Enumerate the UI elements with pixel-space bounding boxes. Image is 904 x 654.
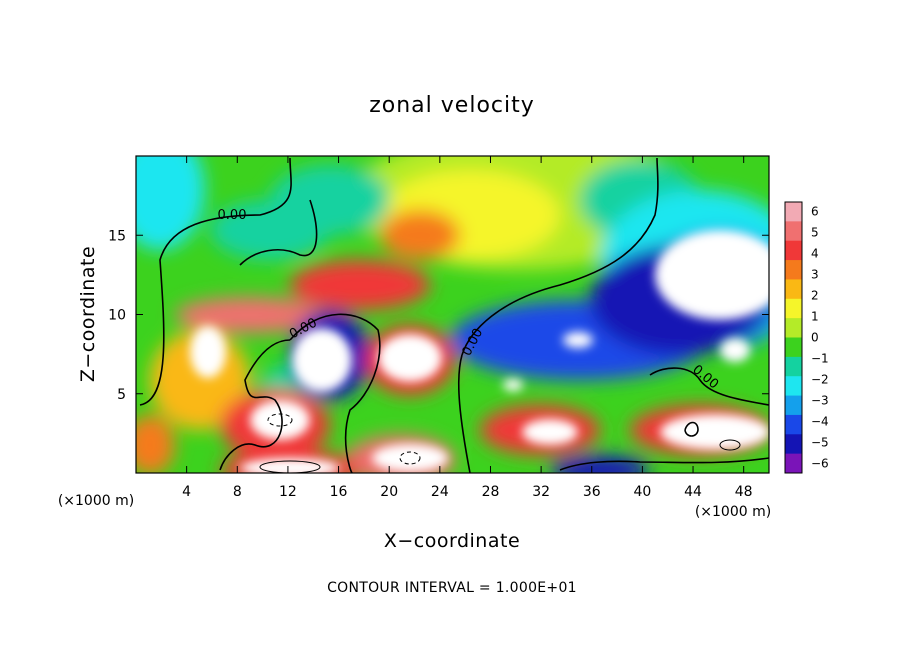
colorbar-swatch	[785, 318, 802, 338]
colorbar-swatch	[785, 453, 802, 474]
y-tick-label: 10	[108, 308, 126, 324]
colorbar-tick-label: 5	[811, 226, 819, 240]
colorbar-tick-label: 3	[811, 268, 819, 282]
colorbar-swatch	[785, 356, 802, 377]
colorbar-frame	[784, 201, 803, 474]
colorbar-legend: 6 5 4 3 2 1 0 −1 −2 −3 −4 −5 −6	[784, 201, 829, 474]
colorbar-swatch	[785, 298, 802, 319]
z-unit-label: (×1000 m)	[58, 493, 134, 509]
contour-interval-note: CONTOUR INTERVAL = 1.000E+01	[327, 580, 577, 596]
colorbar-swatch	[785, 260, 802, 280]
x-axis-label: X−coordinate	[384, 530, 520, 552]
colorbar-tick-label: 0	[811, 331, 819, 345]
x-tick-label: 28	[482, 484, 500, 500]
y-tick-label: 5	[117, 387, 126, 403]
y-tick-label: 15	[108, 228, 126, 244]
colorbar-swatch	[785, 434, 802, 455]
colorbar-tick-label: 4	[811, 247, 819, 261]
contour-label: 0.00	[218, 208, 247, 223]
colorbar-swatch	[785, 395, 802, 416]
colorbar-swatch	[785, 337, 802, 358]
colorbar-tick-label: −5	[811, 435, 829, 449]
colorbar-tick-label: −6	[811, 456, 829, 470]
colorbar-tick-label: 2	[811, 289, 819, 303]
y-tick-labels: 5 10 15	[108, 228, 126, 403]
axis-ticks	[136, 156, 769, 473]
colorbar-swatch	[785, 376, 802, 397]
x-unit-label: (×1000 m)	[695, 504, 771, 520]
x-tick-labels: 4 8 12 16 20 24 28 32 36 40 44 48	[182, 484, 752, 500]
x-tick-label: 24	[431, 484, 449, 500]
colorbar-tick-label: 1	[811, 310, 819, 324]
chart-title: zonal velocity	[369, 93, 535, 118]
colorbar-swatch	[785, 202, 802, 222]
x-tick-label: 16	[330, 484, 348, 500]
colorbar-tick-label: −1	[811, 351, 829, 365]
x-tick-label: 44	[684, 484, 702, 500]
x-tick-label: 20	[380, 484, 398, 500]
x-tick-label: 48	[735, 484, 753, 500]
x-tick-label: 8	[233, 484, 242, 500]
colorbar-tick-label: 6	[811, 205, 819, 219]
colorbar-tick-label: −3	[811, 393, 829, 407]
colorbar-swatch	[785, 240, 802, 261]
colorbar-tick-label: −4	[811, 414, 829, 428]
velocity-field	[136, 156, 769, 473]
x-tick-label: 4	[182, 484, 191, 500]
y-axis-label: Z−coordinate	[77, 246, 99, 382]
x-tick-label: 40	[633, 484, 651, 500]
colorbar-swatch	[785, 221, 802, 242]
colorbar-swatch	[785, 414, 802, 435]
x-tick-label: 32	[532, 484, 550, 500]
x-tick-label: 36	[583, 484, 601, 500]
colorbar-swatch	[785, 279, 802, 300]
x-tick-label: 12	[279, 484, 297, 500]
colorbar-tick-label: −2	[811, 372, 829, 386]
